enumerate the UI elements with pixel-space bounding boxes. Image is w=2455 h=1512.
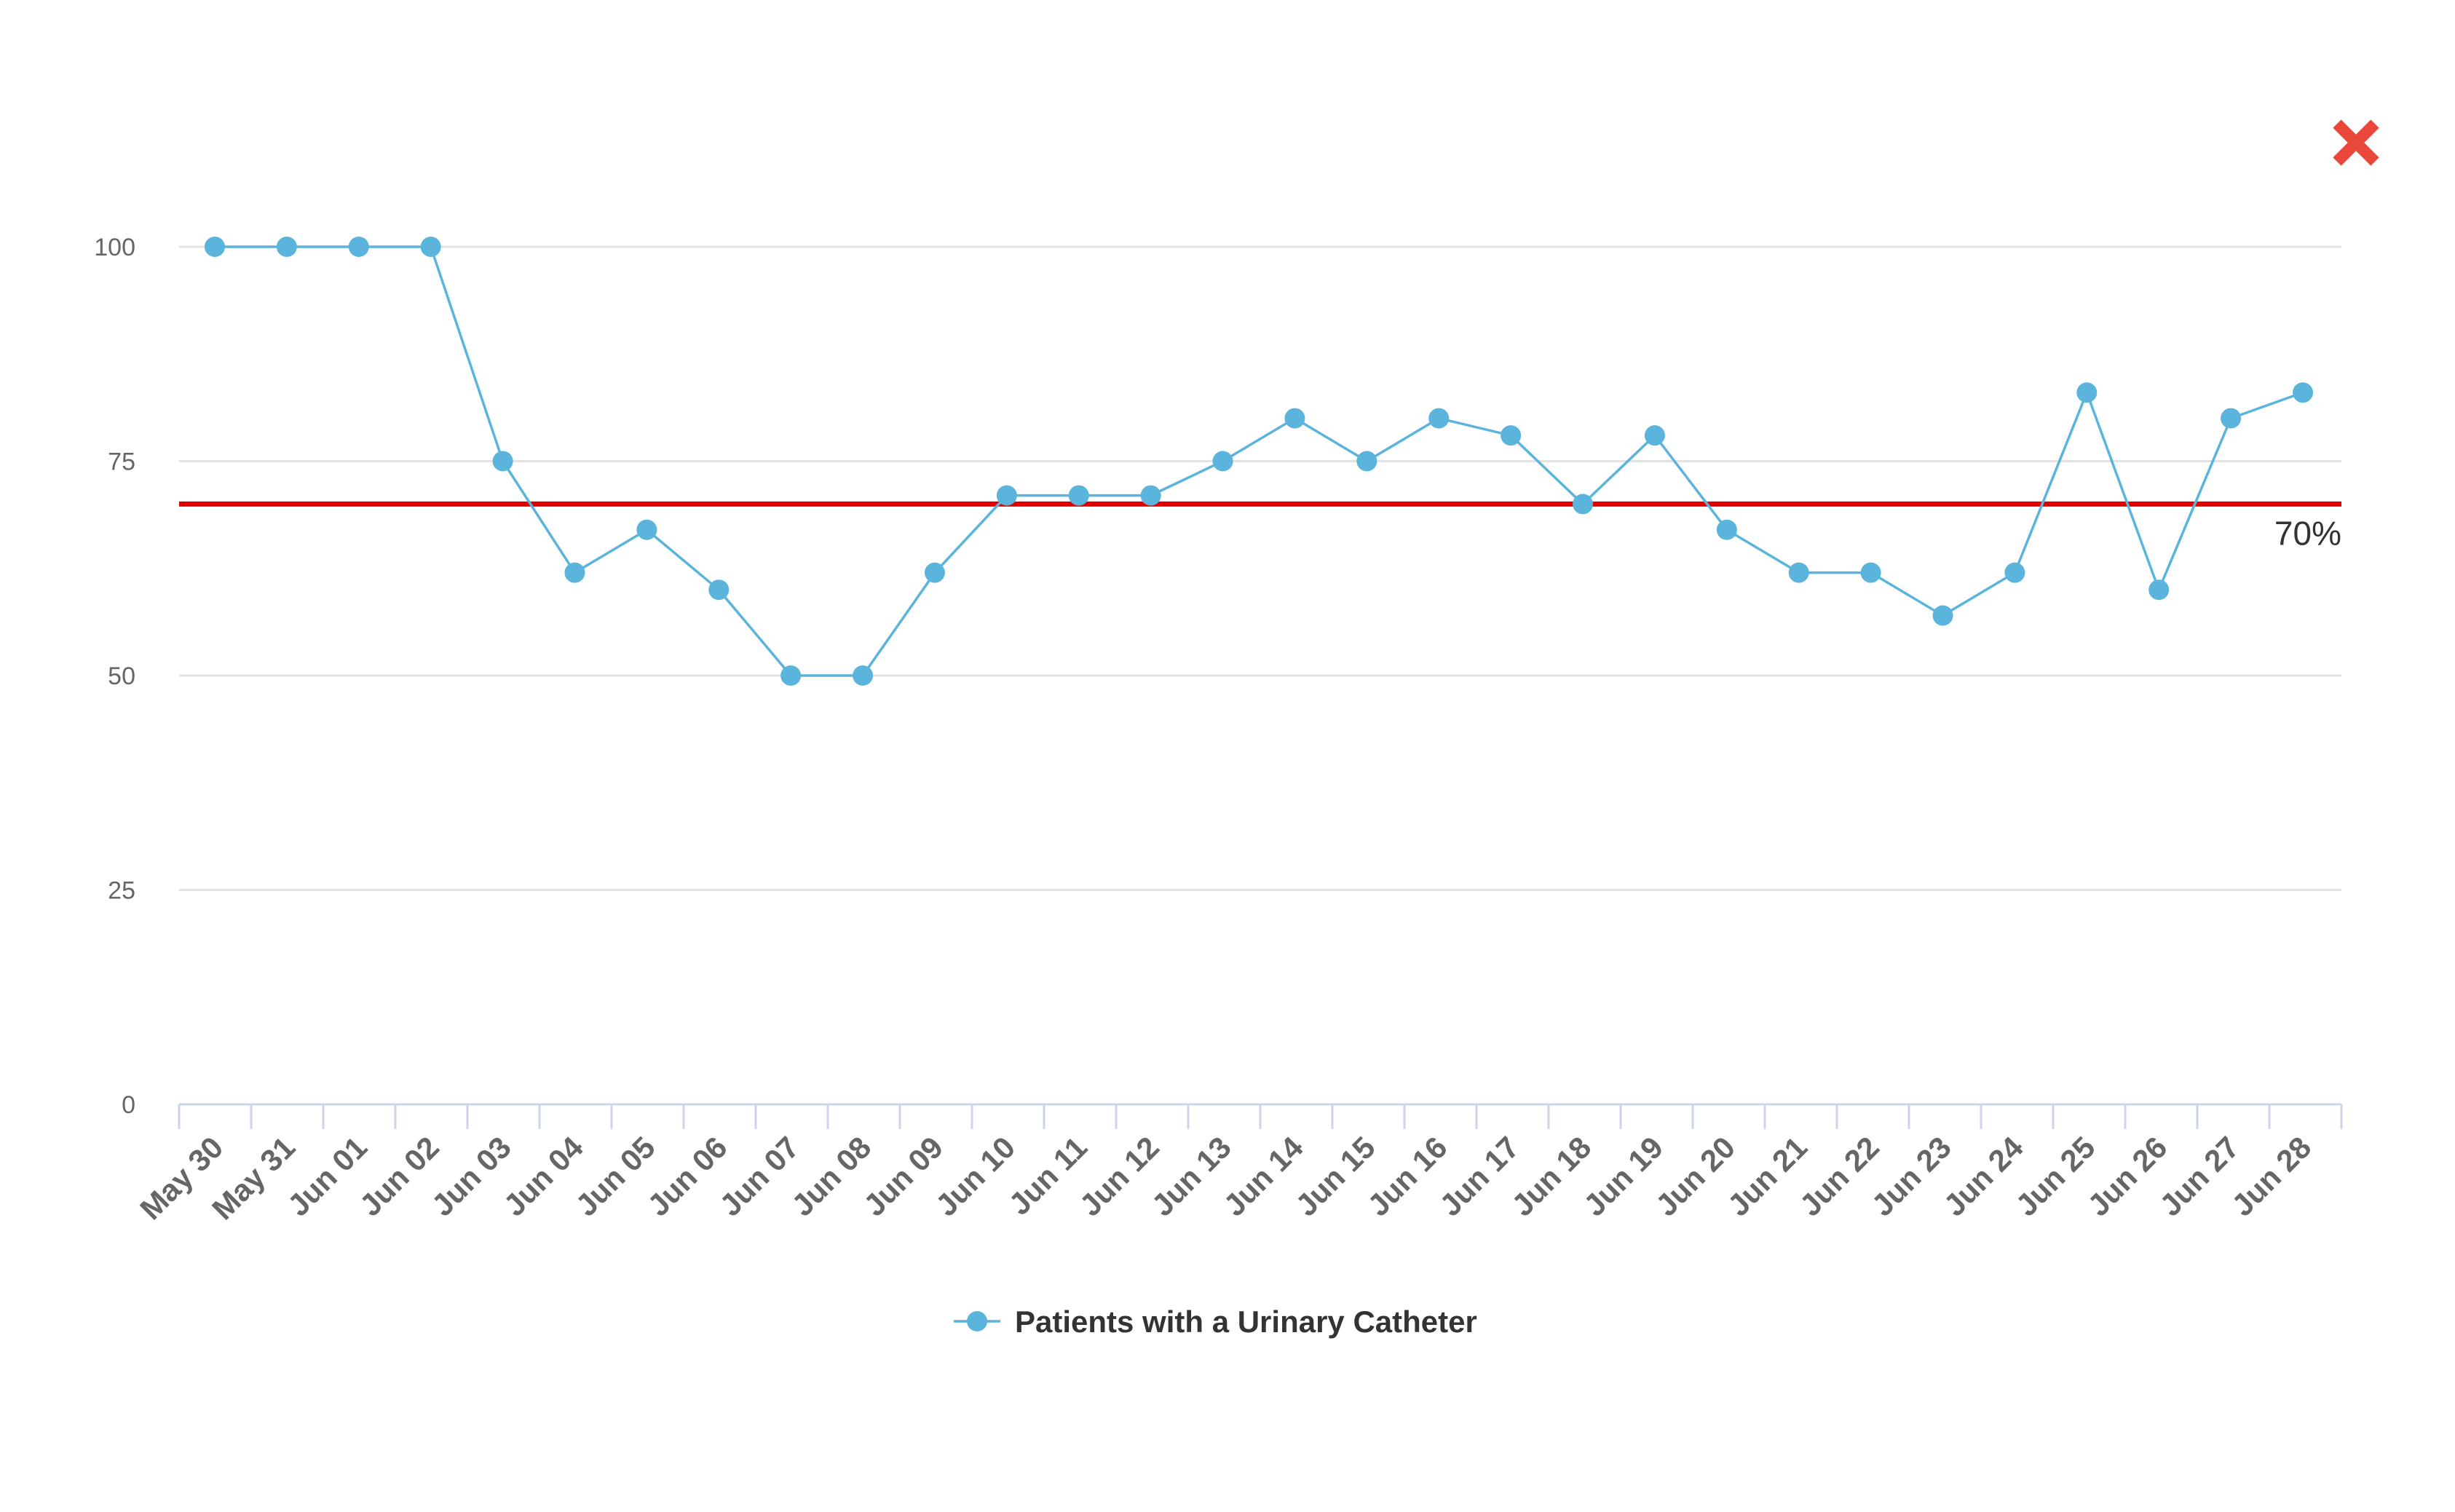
threshold-label: 70%	[2274, 514, 2341, 552]
x-tick-label: Jun 15	[1289, 1130, 1381, 1222]
x-tick-label: Jun 24	[1937, 1130, 2030, 1223]
y-tick-label: 75	[108, 448, 135, 476]
threshold-line-group: 70%	[179, 501, 2341, 552]
data-point[interactable]	[276, 237, 297, 257]
x-tick-label: Jun 13	[1145, 1130, 1238, 1222]
x-tick-label: Jun 28	[2225, 1130, 2317, 1222]
y-tick-label: 50	[108, 662, 135, 690]
x-tick-label: Jun 08	[785, 1130, 877, 1222]
x-tick-label: Jun 04	[497, 1130, 590, 1223]
x-tick-label: Jun 05	[569, 1130, 661, 1222]
x-tick-label: Jun 06	[641, 1130, 733, 1222]
data-point[interactable]	[853, 665, 874, 686]
data-point[interactable]	[1356, 451, 1377, 472]
data-point[interactable]	[2004, 562, 2025, 583]
data-point[interactable]	[1573, 494, 1594, 515]
data-point[interactable]	[348, 237, 369, 257]
y-tick-label: 100	[94, 234, 135, 261]
y-tick-label: 0	[122, 1091, 135, 1119]
data-point[interactable]	[1860, 562, 1881, 583]
data-point[interactable]	[564, 562, 585, 583]
data-point[interactable]	[1716, 519, 1737, 540]
data-point[interactable]	[1932, 605, 1953, 626]
x-tick-label: Jun 19	[1577, 1130, 1669, 1222]
x-tick-label: Jun 03	[425, 1130, 518, 1222]
data-point[interactable]	[636, 519, 657, 540]
series-group	[205, 237, 2313, 686]
data-point[interactable]	[1644, 425, 1665, 446]
data-point[interactable]	[1140, 485, 1161, 506]
x-axis	[178, 1103, 2343, 1129]
data-point[interactable]	[205, 237, 225, 257]
data-point[interactable]	[924, 562, 945, 583]
legend[interactable]: Patients with a Urinary Catheter	[954, 1305, 1477, 1339]
data-point[interactable]	[1428, 408, 1450, 429]
data-point[interactable]	[2076, 382, 2098, 403]
x-tick-label: Jun 23	[1865, 1130, 1958, 1222]
close-button[interactable]	[2327, 114, 2385, 172]
x-tick-label: Jun 02	[353, 1130, 446, 1222]
data-point[interactable]	[1284, 408, 1305, 429]
data-point[interactable]	[708, 579, 730, 601]
data-point[interactable]	[2221, 408, 2242, 429]
data-point[interactable]	[1788, 562, 1809, 583]
legend-marker[interactable]	[967, 1311, 987, 1331]
x-tick-label: Jun 22	[1793, 1130, 1886, 1222]
x-tick-label: Jun 10	[929, 1130, 1021, 1222]
data-point[interactable]	[492, 451, 513, 472]
legend-label[interactable]: Patients with a Urinary Catheter	[1015, 1305, 1477, 1339]
x-tick-label: Jun 07	[713, 1130, 805, 1222]
x-tick-label: Jun 25	[2009, 1130, 2101, 1222]
data-point[interactable]	[1501, 425, 1522, 446]
x-tick-label: Jun 14	[1217, 1130, 1310, 1223]
data-point[interactable]	[996, 485, 1017, 506]
x-tick-label: Jun 09	[857, 1130, 949, 1222]
x-tick-label: Jun 26	[2081, 1130, 2173, 1222]
x-tick-label: Jun 17	[1433, 1130, 1525, 1222]
gridlines	[179, 245, 2341, 891]
data-point[interactable]	[1068, 485, 1089, 506]
data-point[interactable]	[780, 665, 802, 686]
data-point[interactable]	[420, 237, 441, 257]
data-point[interactable]	[2148, 579, 2170, 601]
data-point[interactable]	[2293, 382, 2313, 403]
x-tick-label: Jun 21	[1721, 1130, 1814, 1222]
x-tick-label: Jun 20	[1649, 1130, 1742, 1222]
y-axis-labels: 0 25 50 75 100	[94, 234, 135, 1119]
x-tick-label: Jun 01	[281, 1130, 373, 1222]
x-tick-label: Jun 27	[2153, 1130, 2245, 1222]
x-tick-label: Jun 11	[1002, 1130, 1094, 1222]
x-tick-label: Jun 16	[1361, 1130, 1453, 1222]
data-point[interactable]	[1212, 451, 1233, 472]
close-x-icon[interactable]	[2327, 114, 2385, 172]
x-tick-label: Jun 18	[1505, 1130, 1597, 1222]
x-tick-label: Jun 12	[1073, 1130, 1166, 1222]
y-tick-label: 25	[108, 877, 135, 905]
series-line	[215, 245, 2304, 677]
